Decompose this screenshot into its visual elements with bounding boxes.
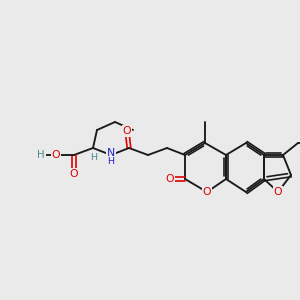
Text: H: H (107, 158, 115, 166)
Text: O: O (274, 187, 282, 197)
Text: O: O (70, 169, 78, 179)
Text: O: O (166, 174, 174, 184)
Text: H: H (91, 152, 98, 161)
Text: O: O (123, 126, 131, 136)
Text: H: H (37, 150, 45, 160)
Text: N: N (107, 148, 115, 158)
Text: O: O (52, 150, 60, 160)
Text: O: O (203, 187, 211, 197)
